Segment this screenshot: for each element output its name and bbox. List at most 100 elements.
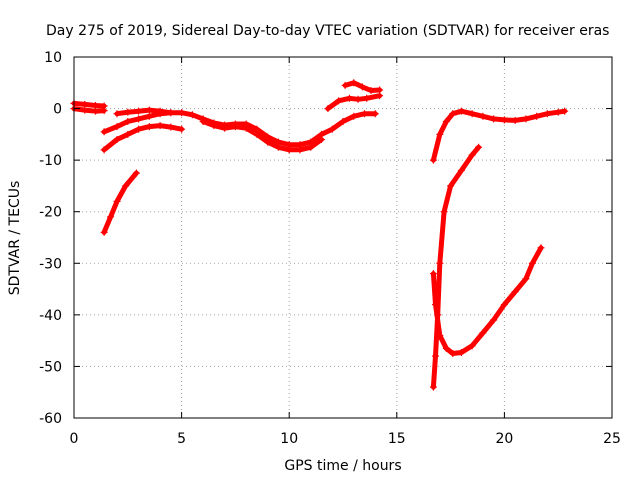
x-tick-label: 25 (603, 431, 621, 447)
data-point-marker (447, 182, 455, 190)
series-segment-3 (100, 169, 140, 236)
data-point-marker (528, 259, 536, 267)
data-point-marker (135, 125, 143, 133)
data-point-marker (561, 107, 569, 115)
data-point-marker (188, 111, 196, 119)
y-axis-label: SDTVAR / TECUs (7, 181, 23, 296)
data-point-marker (468, 151, 476, 159)
data-point-marker (221, 124, 229, 132)
data-point-marker (554, 108, 562, 116)
series-line (430, 245, 544, 356)
data-point-marker (253, 130, 261, 138)
data-point-marker (436, 259, 444, 267)
data-point-marker (449, 110, 457, 118)
data-point-marker (367, 87, 375, 95)
data-point-marker (432, 301, 440, 309)
data-point-marker (328, 125, 336, 133)
data-point-marker (449, 350, 457, 358)
data-point-marker (178, 109, 186, 117)
data-point-marker (341, 81, 349, 89)
data-point-marker (537, 244, 545, 252)
data-point-marker (307, 143, 315, 151)
data-point-marker (339, 117, 347, 125)
series-line (430, 108, 568, 163)
data-point-marker (145, 123, 153, 131)
data-series (70, 79, 569, 391)
data-point-marker (242, 124, 250, 132)
data-point-marker (100, 228, 108, 236)
data-point-marker (363, 94, 371, 102)
data-point-marker (231, 123, 239, 131)
data-point-marker (113, 123, 121, 131)
data-point-marker (135, 115, 143, 123)
data-point-marker (335, 97, 343, 105)
data-point-marker (468, 110, 476, 118)
y-tick-label: -60 (39, 411, 62, 427)
data-point-marker (432, 352, 440, 360)
data-point-marker (361, 110, 369, 118)
series-segment-10 (429, 107, 569, 164)
x-tick-label: 5 (177, 431, 186, 447)
series-segment-9 (341, 79, 384, 95)
data-point-marker (543, 110, 551, 118)
data-point-marker (324, 105, 332, 113)
y-tick-label: -10 (39, 153, 62, 169)
data-point-marker (156, 107, 164, 115)
data-point-marker (354, 95, 362, 103)
data-point-marker (436, 130, 444, 138)
data-point-marker (178, 125, 186, 133)
data-point-marker (350, 79, 358, 87)
y-tick-label: 10 (44, 50, 62, 66)
data-point-marker (442, 344, 450, 352)
data-point-marker (468, 342, 476, 350)
data-point-marker (124, 130, 132, 138)
series-segment-11 (429, 143, 483, 391)
data-point-marker (296, 146, 304, 154)
data-point-marker (533, 112, 541, 120)
data-point-marker (317, 136, 325, 144)
axis-tick-labels: 0 5 10 15 20 25 10 0 -10 -20 -30 -40 -50 -60 (39, 50, 621, 447)
data-point-marker (145, 112, 153, 120)
data-point-marker (350, 112, 358, 120)
x-tick-label: 10 (280, 431, 298, 447)
plot-frame (73, 56, 613, 419)
x-axis-label: GPS time / hours (284, 458, 401, 474)
data-point-marker (107, 213, 115, 221)
data-point-marker (81, 106, 89, 114)
data-point-marker (264, 138, 272, 146)
series-line (71, 106, 107, 114)
data-point-marker (285, 146, 293, 154)
data-point-marker (100, 128, 108, 136)
data-point-marker (511, 288, 519, 296)
data-point-marker (113, 110, 121, 118)
series-line (325, 93, 383, 112)
data-point-marker (475, 143, 483, 151)
data-point-marker (376, 86, 384, 94)
data-point-marker (124, 117, 132, 125)
data-point-marker (274, 143, 282, 151)
data-point-marker (345, 94, 353, 102)
series-line (71, 100, 107, 109)
series-segment-7 (199, 117, 325, 154)
data-point-marker (457, 349, 465, 357)
data-point-marker (210, 122, 218, 130)
data-point-marker (490, 316, 498, 324)
y-tick-label: 0 (53, 102, 62, 118)
data-point-marker (457, 166, 465, 174)
data-point-marker (132, 169, 140, 177)
data-point-marker (122, 182, 130, 190)
data-point-marker (442, 117, 450, 125)
series-segment-12 (429, 244, 545, 358)
data-point-marker (124, 108, 132, 116)
data-point-marker (522, 275, 530, 283)
y-tick-label: -20 (39, 205, 62, 221)
data-point-marker (113, 197, 121, 205)
y-tick-label: -50 (39, 359, 62, 375)
data-point-marker (511, 116, 519, 124)
data-point-marker (436, 331, 444, 339)
x-tick-label: 0 (70, 431, 79, 447)
series-line (101, 170, 139, 235)
x-tick-label: 15 (388, 431, 406, 447)
data-point-marker (371, 110, 379, 118)
